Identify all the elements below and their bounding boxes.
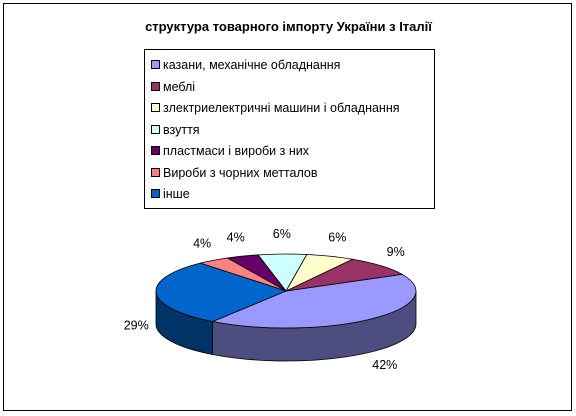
- pie-slice: [155, 262, 288, 322]
- legend-swatch: [151, 189, 160, 199]
- pie-labels: 42% 9% 6% 6% 4% 4% 29%: [124, 227, 405, 372]
- legend: казани, механічне обладнання меблі злектри…: [144, 49, 435, 209]
- legend-item: злектриелектричні машини і обладнання: [151, 99, 400, 117]
- chart-title: структура товарного імпорту України з Іт…: [145, 19, 432, 34]
- legend-swatch: [151, 81, 160, 91]
- pie-data-label: 29%: [124, 319, 149, 333]
- legend-swatch: [151, 103, 160, 113]
- legend-label: казани, механічне обладнання: [163, 58, 341, 72]
- legend-label: інше: [163, 187, 190, 201]
- pie-data-label: 9%: [387, 245, 405, 259]
- pie-data-label: 4%: [227, 230, 245, 244]
- pie-top: [155, 253, 417, 329]
- legend-item: меблі: [151, 78, 195, 96]
- pie-data-label: 6%: [273, 227, 291, 241]
- pie-slice: [211, 273, 417, 329]
- legend-item: Вироби з чорних метталов: [151, 164, 318, 182]
- pie-data-label: 4%: [193, 237, 211, 251]
- legend-label: меблі: [163, 79, 196, 94]
- legend-swatch: [151, 124, 160, 134]
- legend-swatch: [151, 167, 160, 177]
- legend-item: взуття: [151, 121, 200, 139]
- legend-label: пластмаси і вироби з них: [163, 144, 309, 158]
- pie-data-label: 42%: [372, 358, 397, 372]
- legend-item: пластмаси і вироби з них: [151, 142, 309, 160]
- legend-label: Вироби з чорних метталов: [163, 165, 318, 180]
- legend-label: взуття: [163, 122, 200, 137]
- legend-item: казани, механічне обладнання: [151, 56, 340, 74]
- legend-swatch: [151, 60, 160, 70]
- legend-item: інше: [151, 185, 190, 203]
- legend-swatch: [151, 146, 160, 156]
- legend-label: злектриелектричні машини і обладнання: [163, 101, 400, 115]
- pie-data-label: 6%: [328, 230, 346, 244]
